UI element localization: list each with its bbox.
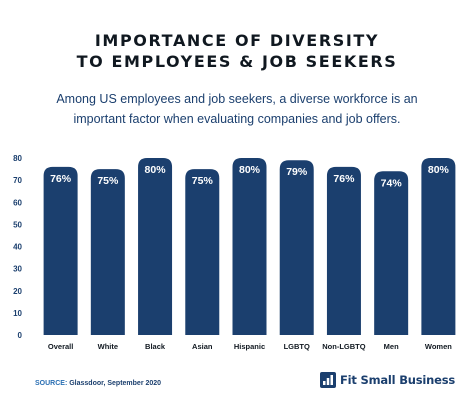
y-tick-label: 40 [13,243,22,252]
x-tick-label: LGBTQ [284,342,310,351]
bar [279,160,314,335]
y-tick-label: 60 [13,198,22,207]
bar [43,166,78,335]
chart-bars-icon [320,372,336,388]
chart-title: IMPORTANCE OF DIVERSITY TO EMPLOYEES & J… [0,30,474,72]
x-tick-label: Men [384,342,399,351]
y-tick-label: 0 [18,331,23,340]
bar-value-label: 76% [50,173,72,185]
bar [421,158,456,335]
bar-value-label: 80% [428,164,450,176]
bar-value-label: 80% [145,164,167,176]
chart-subtitle-line-2: important factor when evaluating compani… [73,112,401,126]
bar-value-label: 79% [286,166,308,178]
x-tick-label: Non-LGBTQ [322,342,365,351]
x-tick-label: Asian [192,342,213,351]
y-tick-label: 70 [13,176,22,185]
chart-title-line-2: TO EMPLOYEES & JOB SEEKERS [76,52,398,71]
bar-value-label: 75% [192,175,214,187]
chart-title-line-1: IMPORTANCE OF DIVERSITY [94,31,380,50]
y-tick-label: 10 [13,309,22,318]
y-tick-label: 30 [13,265,22,274]
source-text: Glassdoor, September 2020 [69,380,162,387]
bar-value-label: 75% [97,175,119,187]
brand-name: Fit Small Business [340,373,456,387]
y-tick-label: 20 [13,287,22,296]
bar [326,166,361,335]
source-note: SOURCE: Glassdoor, September 2020 [35,380,161,387]
brand-logo: Fit Small Business [320,372,455,388]
x-tick-label: Black [145,342,166,351]
bar-value-label: 74% [381,177,403,189]
bar [374,171,409,335]
x-tick-label: White [98,342,118,351]
chart-subtitle-line-1: Among US employees and job seekers, a di… [56,92,418,106]
chart-subtitle: Among US employees and job seekers, a di… [30,89,444,129]
x-tick-label: Hispanic [234,342,265,351]
y-tick-label: 80 [13,154,22,163]
bar [90,169,125,335]
bar-value-label: 76% [333,173,355,185]
bar-chart: 0 10 20 30 40 50 60 70 80 76% Overall 75% White 80% Bl… [13,154,456,351]
bar [138,158,173,335]
bar [185,169,220,335]
bar-value-label: 80% [239,164,261,176]
x-tick-label: Overall [48,342,73,351]
x-tick-label: Women [425,342,452,351]
y-tick-label: 50 [13,220,22,229]
bar [232,158,267,335]
source-label: SOURCE: [35,380,68,387]
